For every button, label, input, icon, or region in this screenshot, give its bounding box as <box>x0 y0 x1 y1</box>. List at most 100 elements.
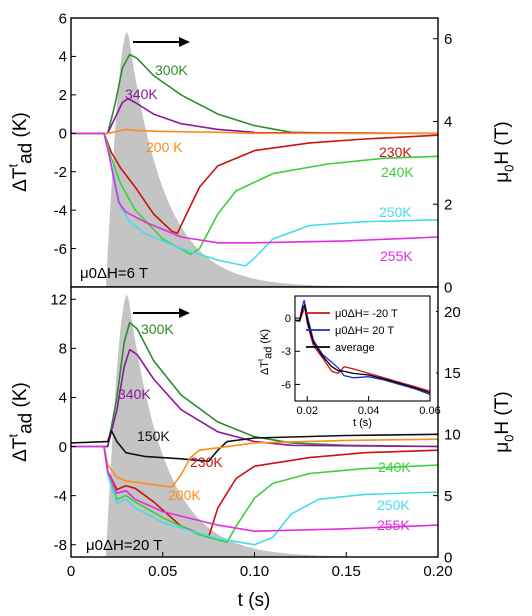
time-arrowhead-top <box>179 37 190 47</box>
y-axis-title-top: ΔTtad (K) <box>5 112 36 192</box>
label-part: μ <box>492 442 513 453</box>
x-tick-label: 0.10 <box>240 563 269 580</box>
series-label-top-4: 240K <box>381 164 414 180</box>
x-axis-title: t (s) <box>238 590 271 611</box>
series-line-inset-2 <box>294 304 431 394</box>
x-tick-label: 0.02 <box>297 405 318 417</box>
y-tick-label: -2 <box>54 164 67 181</box>
y2-tick-label: 5 <box>444 488 452 505</box>
series-label-top-0: 300K <box>155 62 188 78</box>
y-tick-label: 0 <box>59 439 67 456</box>
y-tick-label: 8 <box>59 341 67 358</box>
label-part: ad <box>262 347 274 359</box>
y-tick-label: -3 <box>281 346 291 358</box>
y2-axis-title-top: μ0H (T) <box>492 121 517 182</box>
inset-legend-label-0: μ0ΔH= -20 T <box>335 308 398 320</box>
time-arrowhead-bottom <box>179 308 190 318</box>
y-tick-label: -4 <box>54 202 67 219</box>
series-label-bottom-2: 150K <box>137 428 170 444</box>
series-label-bottom-0: 300K <box>141 321 174 337</box>
series-label-top-1: 340K <box>125 86 158 102</box>
y-tick-label: 12 <box>50 292 67 309</box>
series-line-bottom-3 <box>71 438 439 488</box>
label-part: (K) <box>10 382 31 413</box>
x-tick-label: 0.04 <box>358 405 379 417</box>
series-line-top-4 <box>71 132 439 256</box>
label-part: (K) <box>259 329 271 347</box>
label-part: ad <box>16 413 37 434</box>
field-pulse-area <box>105 31 439 287</box>
y-tick-label: -8 <box>54 537 67 554</box>
x-tick-label: 0.05 <box>148 563 177 580</box>
y2-tick-label: 0 <box>444 549 452 566</box>
y2-axis-title-text: μ0H (T) <box>492 391 517 452</box>
inset-x-axis-title: t (s) <box>353 417 372 429</box>
field-annotation-top: μ0ΔH=6 T <box>80 265 148 282</box>
series-label-top-2: 200 K <box>146 139 183 155</box>
y-tick-label: -6 <box>281 379 291 391</box>
label-part: H (T) <box>492 121 513 164</box>
series-label-top-5: 250K <box>379 204 412 220</box>
y2-tick-label: 6 <box>444 31 452 48</box>
series-label-bottom-5: 240K <box>378 459 411 475</box>
series-line-top-6 <box>71 132 439 244</box>
series-line-top-3 <box>71 132 439 234</box>
y-tick-label: 0 <box>59 126 67 143</box>
y-tick-label: 6 <box>59 10 67 27</box>
x-tick-label: 0 <box>67 563 75 580</box>
series-label-bottom-6: 250K <box>377 497 410 513</box>
label-part: ΔT <box>10 437 31 462</box>
field-annotation-bottom: μ0ΔH=20 T <box>86 537 162 554</box>
y2-axis-title-bottom: μ0H (T) <box>492 391 517 452</box>
x-tick-label: 0.20 <box>423 563 452 580</box>
y2-tick-label: 15 <box>444 365 461 382</box>
series-label-bottom-4: 230K <box>190 454 223 470</box>
label-part: ad <box>16 143 37 164</box>
series-line-inset-0 <box>294 306 431 392</box>
y2-tick-label: 10 <box>444 427 461 444</box>
y-tick-label: 4 <box>59 390 67 407</box>
label-part: t <box>5 164 20 168</box>
y-tick-label: 0 <box>285 313 291 325</box>
y2-tick-label: 20 <box>444 304 461 321</box>
y-axis-title-text: ΔTtad (K) <box>5 382 36 462</box>
series-line-bottom-7 <box>71 445 439 532</box>
y-axis-title-text: ΔTtad (K) <box>5 112 36 192</box>
x-tick-label: 0.06 <box>419 405 440 417</box>
y-tick-label: -4 <box>54 488 67 505</box>
inset-legend-label-2: average <box>335 342 375 354</box>
series-label-top-6: 255K <box>380 248 413 264</box>
label-part: (K) <box>10 112 31 143</box>
y-tick-label: 4 <box>59 49 67 66</box>
y2-tick-label: 2 <box>444 196 452 213</box>
y-axis-title-bottom: ΔTtad (K) <box>5 382 36 462</box>
y-tick-label: -6 <box>54 241 67 258</box>
y2-tick-label: 4 <box>444 114 452 131</box>
series-line-top-2 <box>71 128 438 135</box>
plot-frame-inset <box>294 295 431 402</box>
y2-axis-title-text: μ0H (T) <box>492 121 517 182</box>
label-part: μ <box>492 172 513 183</box>
label-part: ΔT <box>10 167 31 192</box>
x-tick-label: 0.15 <box>332 563 361 580</box>
y-tick-label: 2 <box>59 87 67 104</box>
y2-tick-label: 0 <box>444 279 452 296</box>
label-part: ΔT <box>259 361 271 375</box>
series-line-bottom-2 <box>70 429 439 463</box>
series-label-bottom-7: 255K <box>377 517 410 533</box>
y-axis-title-text: ΔTtad (K) <box>256 329 274 375</box>
inset-panel: -6 -3 0 0.02 0.04 0.06 t (s) ΔTtad (K) μ0ΔH= -20… <box>255 292 441 429</box>
series-line-top-1 <box>71 97 439 135</box>
series-line-bottom-6 <box>71 445 439 546</box>
label-part: 0 <box>502 435 517 442</box>
series-line-bottom-0 <box>71 321 439 448</box>
label-part: t <box>5 434 20 438</box>
label-part: H (T) <box>492 391 513 434</box>
label-part: 0 <box>502 165 517 172</box>
series-label-bottom-3: 200K <box>168 487 201 503</box>
series-line-inset-1 <box>295 299 431 396</box>
label-part: t <box>256 358 265 361</box>
series-label-bottom-1: 340K <box>118 386 151 402</box>
